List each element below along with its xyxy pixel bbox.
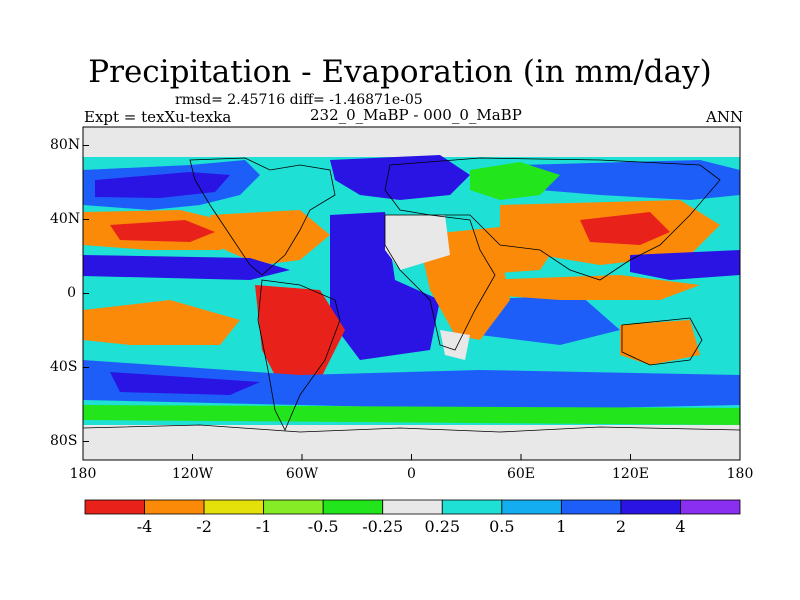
- x-tick-label: 180: [726, 466, 754, 482]
- y-tick-label: 80N: [50, 136, 81, 153]
- coast-africa: [384, 214, 496, 351]
- western-pacific-wet: [630, 250, 740, 280]
- colorbar-level-label: 2: [615, 517, 626, 536]
- colorbar-swatch: [84, 499, 145, 515]
- n-pacific-subtropical-core: [110, 220, 215, 242]
- x-tick-label: 60E: [506, 466, 536, 482]
- y-tick-label: 80S: [50, 432, 78, 449]
- y-tick-label: 0: [67, 284, 76, 301]
- x-tick-label: 60W: [285, 466, 319, 482]
- colorbar-level-label: -0.5: [307, 517, 339, 536]
- indian-ocean-wet: [470, 295, 620, 345]
- axis-ticks: [82, 145, 741, 460]
- y-tick-label: 40N: [50, 210, 81, 227]
- colorbar-level-label: -4: [136, 517, 153, 536]
- n-pacific-storm-track-core: [95, 172, 230, 198]
- coast-north-america: [189, 157, 336, 276]
- colorbar-swatch: [560, 499, 622, 515]
- asia-dry-core: [580, 212, 670, 245]
- colorbar-swatch: [680, 499, 741, 515]
- colorbar-swatch: [620, 499, 681, 515]
- colorbar-swatch: [263, 499, 324, 515]
- colorbar-level-label: -1: [255, 517, 272, 536]
- coast-antarctica: [83, 424, 740, 433]
- colorbar-level-label: 0.25: [424, 517, 461, 536]
- colorbar-swatch: [441, 499, 503, 515]
- southern-green-band: [83, 405, 740, 425]
- atlantic-wet-basin: [330, 212, 440, 360]
- x-tick-label: 120W: [171, 466, 214, 482]
- colorbar-level-label: -0.25: [362, 517, 404, 536]
- coast-south-america: [257, 279, 341, 431]
- rmsd-diff-text: rmsd= 2.45716 diff= -1.46871e-05: [175, 92, 423, 108]
- southern-storm-core: [110, 372, 260, 395]
- colorbar-level-label: 4: [675, 517, 686, 536]
- field-layer: [83, 127, 740, 460]
- eurasia-band: [520, 160, 740, 200]
- southern-storm-track: [83, 360, 740, 410]
- colorbar-swatch: [501, 499, 562, 515]
- australia-dry: [620, 320, 700, 365]
- coast-eurasia: [384, 157, 721, 281]
- colorbar-level-label: 1: [556, 517, 567, 536]
- n-atlantic-storm-track: [330, 155, 470, 200]
- colorbar-swatch: [203, 499, 265, 515]
- season-label: ANN: [706, 108, 744, 126]
- case-label: 232_0_MaBP - 000_0_MaBP: [310, 106, 522, 124]
- x-tick-label: 120E: [612, 466, 649, 482]
- s-pacific-subtropical-dry: [83, 300, 240, 345]
- equatorial-dry-tongue: [480, 275, 700, 300]
- chart-title: Precipitation - Evaporation (in mm/day): [88, 54, 712, 90]
- n-africa-nearzero: [385, 215, 450, 270]
- coast-australia: [621, 317, 703, 366]
- colorbar-level-label: 0.5: [489, 517, 515, 536]
- s-africa-nearzero: [440, 330, 470, 360]
- coastlines: [83, 157, 740, 433]
- experiment-label: Expt = texXu-texka: [84, 108, 232, 126]
- colorbar: [84, 499, 741, 515]
- x-tick-label: 0: [407, 466, 416, 482]
- colorbar-swatch: [322, 499, 384, 515]
- s-america-dry: [255, 285, 345, 395]
- colorbar-level-label: -2: [196, 517, 212, 536]
- colorbar-swatch: [144, 499, 205, 515]
- eurasia-north-green: [470, 162, 560, 200]
- africa-dry: [420, 245, 510, 340]
- colorbar-swatch: [382, 499, 443, 515]
- n-america-dry: [210, 210, 330, 265]
- x-tick-label: 180: [69, 466, 97, 482]
- y-tick-label: 40S: [50, 358, 78, 375]
- arctic-zone: [83, 127, 740, 157]
- pacific-itcz: [83, 255, 290, 280]
